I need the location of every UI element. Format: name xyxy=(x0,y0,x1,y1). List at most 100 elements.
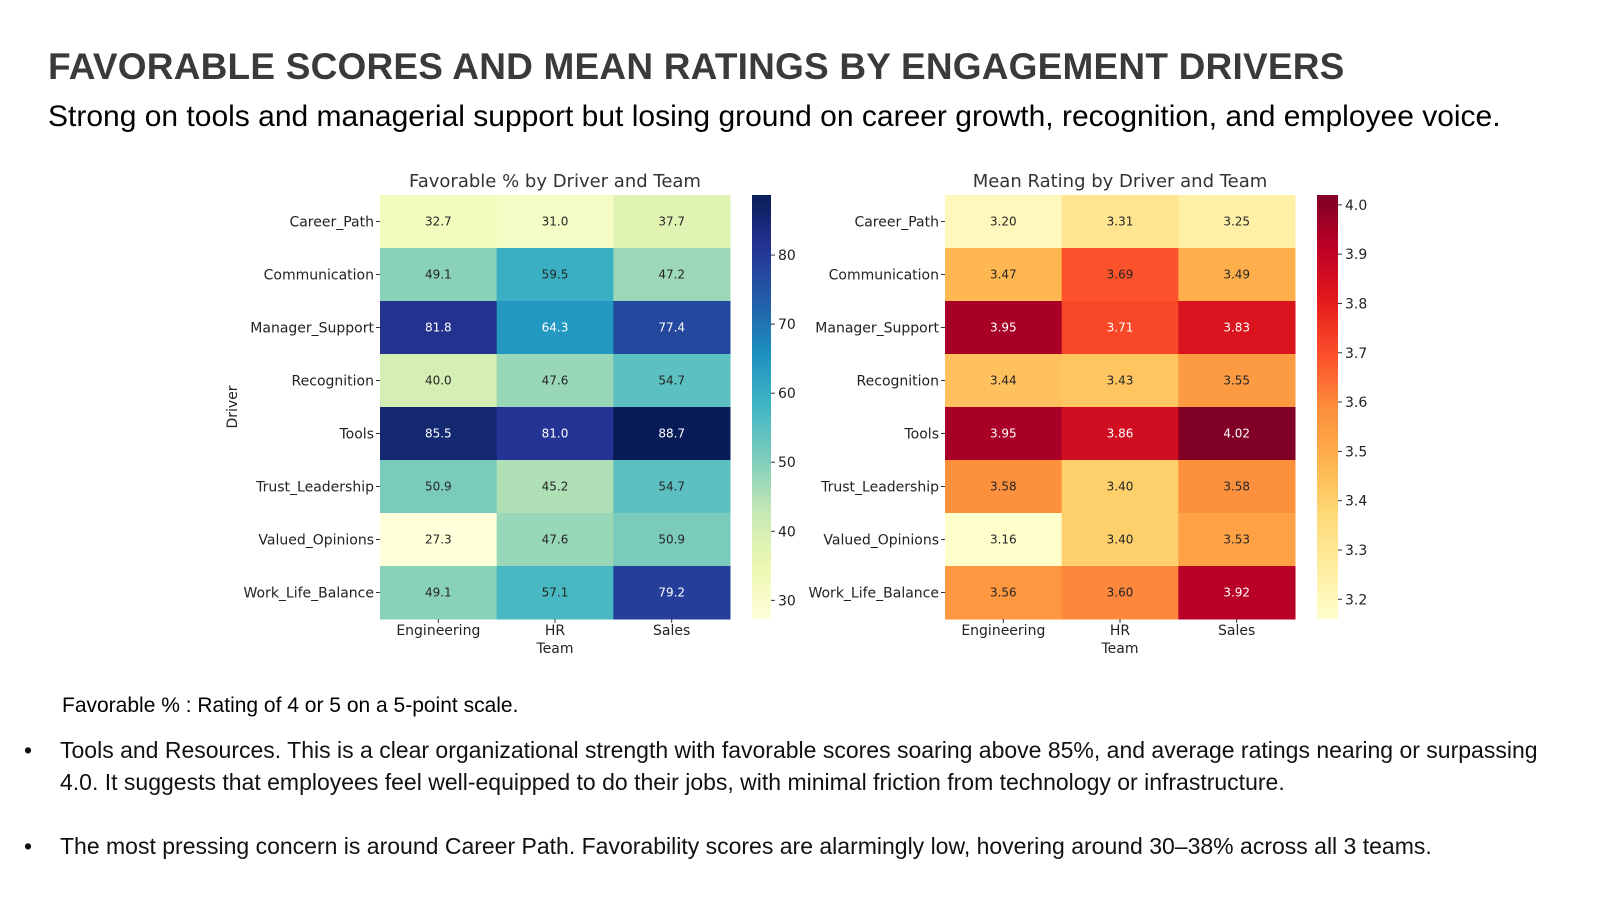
cell-value-label: 54.7 xyxy=(658,480,685,494)
cell-value-label: 3.71 xyxy=(1107,321,1134,335)
heatmap-cell xyxy=(496,195,614,249)
heatmap-cell xyxy=(380,195,498,249)
chart-title: Mean Rating by Driver and Team xyxy=(973,171,1268,192)
heatmap-cell xyxy=(613,354,731,408)
cell-value-label: 47.2 xyxy=(658,268,685,282)
heatmap-cell xyxy=(1061,354,1179,408)
x-axis-label: Team xyxy=(535,641,573,657)
y-tick-label: Work_Life_Balance xyxy=(243,586,374,602)
heatmap-cell xyxy=(380,566,498,620)
y-tick-label: Tools xyxy=(904,427,940,443)
heatmap-cell xyxy=(1061,248,1179,302)
heatmap-cell xyxy=(1061,513,1179,567)
heatmap-cell xyxy=(1061,460,1179,514)
heatmap-cell xyxy=(613,513,731,567)
colorbar-tick-label: 4.0 xyxy=(1345,198,1367,214)
cell-value-label: 3.95 xyxy=(990,321,1017,335)
x-tick-label: Engineering xyxy=(396,623,480,639)
heatmap-cell xyxy=(1178,513,1296,567)
heatmap-cell xyxy=(496,354,614,408)
x-tick-label: Sales xyxy=(1218,623,1255,639)
y-tick-label: Manager_Support xyxy=(815,321,939,337)
y-tick-label: Trust_Leadership xyxy=(820,480,939,496)
subtitle-weakness: losing ground on career growth, recognit… xyxy=(631,100,1501,133)
bullet-emphasis: clear organizational strength xyxy=(379,737,669,763)
cell-value-label: 81.0 xyxy=(542,427,569,441)
heatmap-cell xyxy=(380,407,498,461)
bullet-emphasis: pressing concern xyxy=(162,833,338,859)
cell-value-label: 81.8 xyxy=(425,321,452,335)
cell-value-label: 3.53 xyxy=(1223,533,1250,547)
cell-value-label: 3.86 xyxy=(1107,427,1134,441)
colorbar-tick-label: 3.2 xyxy=(1345,592,1367,608)
bullet-body: The most xyxy=(60,833,163,859)
cell-value-label: 50.9 xyxy=(658,533,685,547)
y-tick-label: Valued_Opinions xyxy=(258,533,374,549)
x-axis-label: Team xyxy=(1100,641,1138,657)
heatmap-cell xyxy=(1178,407,1296,461)
heatmap-cell xyxy=(613,195,731,249)
cell-value-label: 3.58 xyxy=(990,480,1017,494)
heatmap-cell xyxy=(945,248,1063,302)
cell-value-label: 3.20 xyxy=(990,215,1017,229)
y-axis-label: Driver xyxy=(225,385,241,428)
footnote: Favorable % : Rating of 4 or 5 on a 5-po… xyxy=(62,694,518,718)
cell-value-label: 59.5 xyxy=(542,268,569,282)
cell-value-label: 3.40 xyxy=(1107,533,1134,547)
cell-value-label: 3.56 xyxy=(990,586,1017,600)
footnote-term: Favorable % xyxy=(62,694,180,717)
bullet-body: . This is a xyxy=(274,737,380,763)
y-tick-label: Communication xyxy=(264,268,374,284)
cell-value-label: 27.3 xyxy=(425,533,452,547)
y-tick-label: Tools xyxy=(339,427,375,443)
cell-value-label: 49.1 xyxy=(425,268,452,282)
colorbar-tick-label: 3.7 xyxy=(1345,346,1367,362)
bullet-emphasis: Career Path xyxy=(444,833,569,859)
bullet-dot: • xyxy=(24,737,33,763)
cell-value-label: 79.2 xyxy=(658,586,685,600)
heatmap-cell xyxy=(380,460,498,514)
bullet-body: . Favorability scores are alarmingly low… xyxy=(568,833,1432,859)
x-tick-label: Sales xyxy=(653,623,690,639)
footnote-text: : Rating of 4 or 5 on a 5-point scale. xyxy=(179,694,519,717)
colorbar-tick-label: 3.8 xyxy=(1345,296,1367,312)
heatmap-cell xyxy=(1178,566,1296,620)
chart-title: Favorable % by Driver and Team xyxy=(409,171,701,192)
cell-value-label: 88.7 xyxy=(658,427,685,441)
cell-value-label: 50.9 xyxy=(425,480,452,494)
heatmap-cell xyxy=(380,354,498,408)
y-tick-label: Trust_Leadership xyxy=(255,480,374,496)
colorbar-tick-label: 3.4 xyxy=(1345,494,1367,510)
y-tick-label: Valued_Opinions xyxy=(823,533,939,549)
x-tick-label: HR xyxy=(545,623,566,639)
cell-value-label: 85.5 xyxy=(425,427,452,441)
heatmap-cell xyxy=(613,407,731,461)
cell-value-label: 3.58 xyxy=(1223,480,1250,494)
heatmap-cell xyxy=(945,566,1063,620)
cell-value-label: 40.0 xyxy=(425,374,452,388)
heatmap-cell xyxy=(496,301,614,355)
bullet-text: Tools and Resources. This is a clear org… xyxy=(60,734,1569,798)
y-tick-label: Recognition xyxy=(292,374,374,390)
y-tick-label: Career_Path xyxy=(854,215,939,231)
heatmap-cell xyxy=(496,566,614,620)
heatmap-cell xyxy=(1061,407,1179,461)
bullet-dot: • xyxy=(24,833,33,859)
heatmap-cell xyxy=(945,407,1063,461)
heatmap-cell xyxy=(945,195,1063,249)
heatmap-cell xyxy=(945,460,1063,514)
colorbar-tick-label: 3.3 xyxy=(1345,543,1367,559)
y-tick-label: Manager_Support xyxy=(250,321,374,337)
cell-value-label: 47.6 xyxy=(542,533,569,547)
page-title: FAVORABLE SCORES AND MEAN RATINGS BY ENG… xyxy=(48,46,1345,87)
heatmap-cell xyxy=(380,513,498,567)
y-tick-label: Work_Life_Balance xyxy=(808,586,939,602)
colorbar-tick-label: 50 xyxy=(778,455,796,471)
favorable-heatmap: Favorable % by Driver and Team 32.7 31.0 37… xyxy=(225,171,796,657)
colorbar-tick-label: 30 xyxy=(778,593,796,609)
cell-value-label: 54.7 xyxy=(658,374,685,388)
cell-value-label: 3.55 xyxy=(1223,374,1250,388)
cell-value-label: 3.43 xyxy=(1107,374,1134,388)
cell-value-label: 3.44 xyxy=(990,374,1017,388)
cell-value-label: 3.40 xyxy=(1107,480,1134,494)
